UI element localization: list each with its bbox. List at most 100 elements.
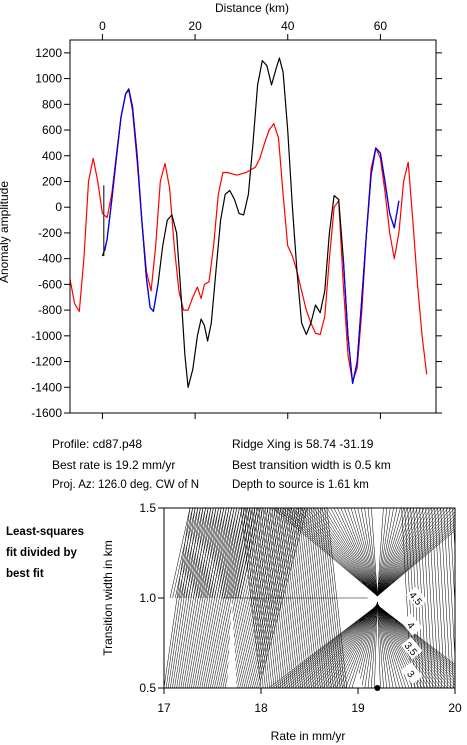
contour-line	[176, 508, 206, 688]
contour-line	[182, 508, 214, 688]
contour-line	[191, 508, 225, 688]
y-tick-label: 400	[42, 149, 62, 163]
series-line-1	[104, 88, 159, 312]
y-tick-label: 0	[55, 200, 62, 214]
note-line: fit divided by	[6, 547, 77, 559]
note-line: best fit	[6, 568, 44, 580]
contour-line	[172, 508, 201, 688]
contour-label: 3	[404, 669, 416, 681]
contour-labels: 4.543.53	[374, 586, 428, 691]
y-axis-label-transition-width: Transition width in km	[101, 540, 115, 656]
y-tick-label: -1400	[31, 380, 62, 394]
series-line-0	[101, 57, 400, 388]
contour-line	[190, 508, 212, 599]
contour-label-bg	[400, 662, 423, 685]
proj-az-text: Proj. Az: 126.0 deg. CW of N	[52, 479, 200, 491]
y-tick-label: 1000	[35, 72, 62, 86]
contour-line	[226, 508, 248, 599]
contour-line	[172, 508, 193, 599]
contour-line	[232, 508, 253, 599]
contour-line	[434, 508, 445, 688]
contour-line	[462, 508, 467, 688]
contour-line	[272, 508, 455, 597]
contour-line	[239, 508, 261, 599]
y-tick-label: -800	[38, 303, 62, 317]
x-tick-label: 40	[281, 19, 295, 33]
contour-line	[268, 604, 455, 688]
contour-line	[219, 508, 240, 599]
contour-line	[237, 508, 258, 599]
y-tick-label: 200	[42, 174, 62, 188]
y-axis-label-amplitude: Anomaly amplitude	[0, 181, 11, 283]
contour-line	[313, 603, 442, 688]
contour-line	[164, 508, 191, 688]
contour-line	[195, 508, 217, 599]
contour-line	[193, 508, 214, 599]
x-tick-label: 20	[448, 701, 462, 715]
contour-line	[187, 508, 209, 599]
y-tick-label: 1.0	[139, 591, 156, 605]
contour-line	[167, 508, 196, 688]
best-rate-text: Best rate is 19.2 mm/yr	[52, 458, 176, 472]
contour-field	[164, 508, 467, 688]
contour-line	[182, 508, 204, 599]
contour-line	[170, 508, 199, 688]
contour-line	[431, 508, 442, 688]
contour-label-bg	[400, 637, 423, 660]
x-tick-label: 20	[188, 19, 202, 33]
contour-line	[213, 508, 235, 599]
plot-frame	[69, 39, 437, 414]
contour-line	[354, 601, 400, 688]
contour-line	[203, 508, 225, 599]
y-tick-label: 1.5	[139, 501, 156, 515]
contour-line	[234, 508, 256, 599]
contour-line	[184, 508, 217, 688]
contour-line	[428, 508, 439, 688]
contour-line	[206, 508, 227, 599]
y-tick-label: -1000	[31, 329, 62, 343]
contour-line	[401, 508, 412, 688]
bottom-chart-axes: 17 18 19 20 0.5 1.0 1.5	[139, 501, 462, 715]
contour-line	[425, 508, 436, 688]
contour-line	[195, 508, 230, 688]
x-tick-label: 0	[99, 19, 106, 33]
y-tick-label: -600	[38, 277, 62, 291]
contour-line	[169, 508, 191, 599]
x-tick-label: 17	[157, 701, 171, 715]
top-chart-axes: 120010008006004002000-200-400-600-800-10…	[31, 19, 442, 420]
contour-line	[459, 508, 467, 688]
series-group	[69, 57, 428, 388]
misfit-contour-chart: 4.543.53 17 18 19 200.51.01.5 Rate in mm/yr…	[101, 501, 467, 743]
contour-line	[165, 508, 193, 688]
contour-line	[180, 508, 212, 688]
contour-line	[174, 508, 196, 599]
y-tick-label: -400	[38, 252, 62, 266]
profile-text: Profile: cd87.p48	[52, 437, 143, 451]
contour-line	[200, 508, 222, 599]
y-tick-label: 1200	[35, 46, 62, 60]
contour-line	[203, 508, 240, 688]
contour-line	[422, 508, 433, 688]
contour-line	[186, 508, 219, 688]
x-axis-label-rate: Rate in mm/yr	[271, 729, 346, 743]
note-line: Least-squares	[6, 526, 84, 538]
contour-line	[188, 508, 222, 688]
series-line-3	[69, 89, 428, 383]
series-line-2	[342, 147, 400, 384]
x-tick-label: 18	[254, 701, 268, 715]
x-tick-label: 19	[351, 701, 365, 715]
contour-label-bg	[405, 586, 428, 609]
contour-line	[201, 508, 238, 688]
x-axis-label-distance: Distance (km)	[215, 1, 289, 15]
y-tick-label: 600	[42, 123, 62, 137]
x-tick-label: 60	[374, 19, 388, 33]
depth-text: Depth to source is 1.61 km	[232, 479, 369, 491]
contour-line	[197, 508, 232, 688]
y-tick-label: -1200	[31, 355, 62, 369]
y-tick-label: 800	[42, 97, 62, 111]
ridge-xing-text: Ridge Xing is 58.74 -31.19	[232, 437, 374, 451]
contour-line	[208, 508, 230, 599]
contour-line	[216, 508, 238, 599]
contour-line	[198, 508, 219, 599]
